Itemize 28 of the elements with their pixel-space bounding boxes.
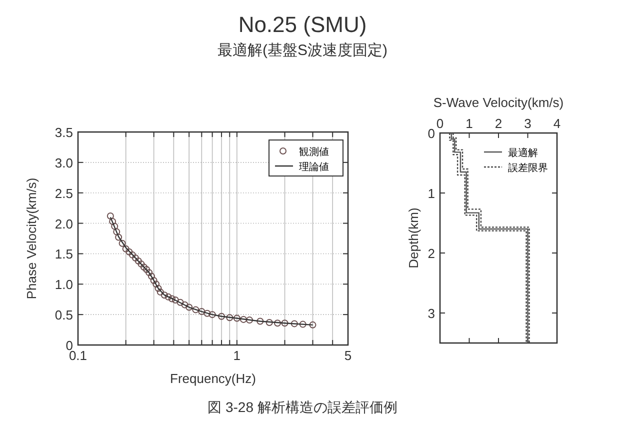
y-tick-label: 3.5 <box>54 125 73 140</box>
y-tick-label: 2 <box>428 246 435 261</box>
x-tick-label: 3 <box>524 116 532 131</box>
x-tick-label: 1 <box>466 116 473 131</box>
x-tick-label: 5 <box>344 348 352 363</box>
x-axis-title: Frequency(Hz) <box>170 371 256 386</box>
y-tick-label: 1.0 <box>54 277 73 292</box>
x-tick-label: 1 <box>233 348 241 363</box>
chart-subtitle: 最適解(基盤S波速度固定) <box>218 42 388 59</box>
y-tick-label: 2.5 <box>54 186 73 201</box>
y-axis-title: Phase Velocity(km/s) <box>24 178 39 300</box>
y-axis-title: Depth(km) <box>406 208 421 268</box>
y-tick-label: 3 <box>428 306 435 321</box>
legend-label: 理論値 <box>299 161 329 173</box>
legend-label: 観測値 <box>299 146 329 158</box>
y-tick-label: 3.0 <box>54 155 73 170</box>
y-tick-label: 0.5 <box>54 308 73 323</box>
chart-title: No.25 (SMU) <box>238 12 367 37</box>
y-tick-label: 2.0 <box>54 216 73 232</box>
x-axis-title: S-Wave Velocity(km/s) <box>433 95 564 110</box>
y-tick-label: 1 <box>428 186 435 201</box>
y-tick-label: 0 <box>428 126 435 141</box>
y-tick-label: 1.5 <box>54 246 73 262</box>
legend-label: 誤差限界 <box>508 162 548 174</box>
caption: 図 3-28 解析構造の誤差評価例 <box>208 399 398 415</box>
x-tick-label: 2 <box>494 116 502 131</box>
x-tick-label: 4 <box>553 116 561 131</box>
legend-label: 最適解 <box>508 147 538 159</box>
